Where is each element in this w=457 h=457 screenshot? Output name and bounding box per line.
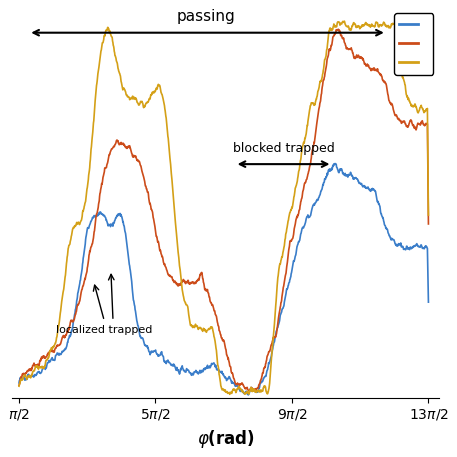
Text: blocked trapped: blocked trapped — [233, 142, 335, 155]
Text: passing: passing — [177, 9, 236, 24]
X-axis label: $\varphi$(rad): $\varphi$(rad) — [197, 428, 255, 450]
Legend: , , : , , — [394, 13, 433, 75]
Text: localized trapped: localized trapped — [56, 325, 153, 335]
